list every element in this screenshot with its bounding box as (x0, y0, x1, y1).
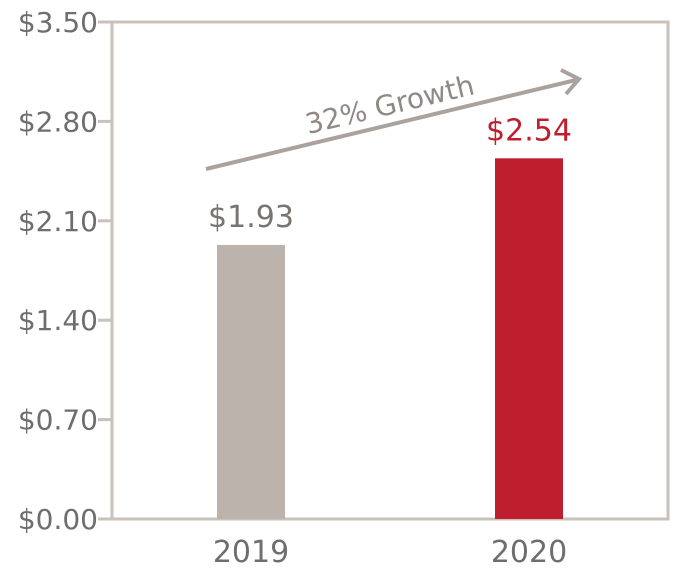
y-axis: $0.00 $0.70 $1.40 $2.10 $2.80 $3.50 (18, 6, 112, 536)
y-tick-label: $0.00 (18, 503, 98, 536)
growth-label: 32% Growth (302, 69, 477, 141)
x-axis: 2019 2020 (213, 535, 567, 570)
y-tick-label: $2.10 (18, 205, 98, 238)
growth-arrow-head (560, 68, 583, 96)
x-tick-label-2019: 2019 (213, 535, 289, 570)
y-tick-label: $0.70 (18, 404, 98, 437)
growth-arrow-line (205, 78, 577, 171)
x-tick-label-2020: 2020 (491, 535, 567, 570)
bar-2019 (217, 244, 285, 519)
y-tick-label: $1.40 (18, 304, 98, 337)
y-tick-label: $3.50 (18, 6, 98, 39)
bars (217, 158, 563, 519)
data-label-2020: $2.54 (486, 113, 572, 148)
data-labels: $1.93 $2.54 (208, 113, 572, 235)
y-tick-label: $2.80 (18, 105, 98, 138)
bar-2020 (495, 158, 563, 519)
plot-frame (110, 20, 670, 521)
data-label-2019: $1.93 (208, 200, 294, 235)
